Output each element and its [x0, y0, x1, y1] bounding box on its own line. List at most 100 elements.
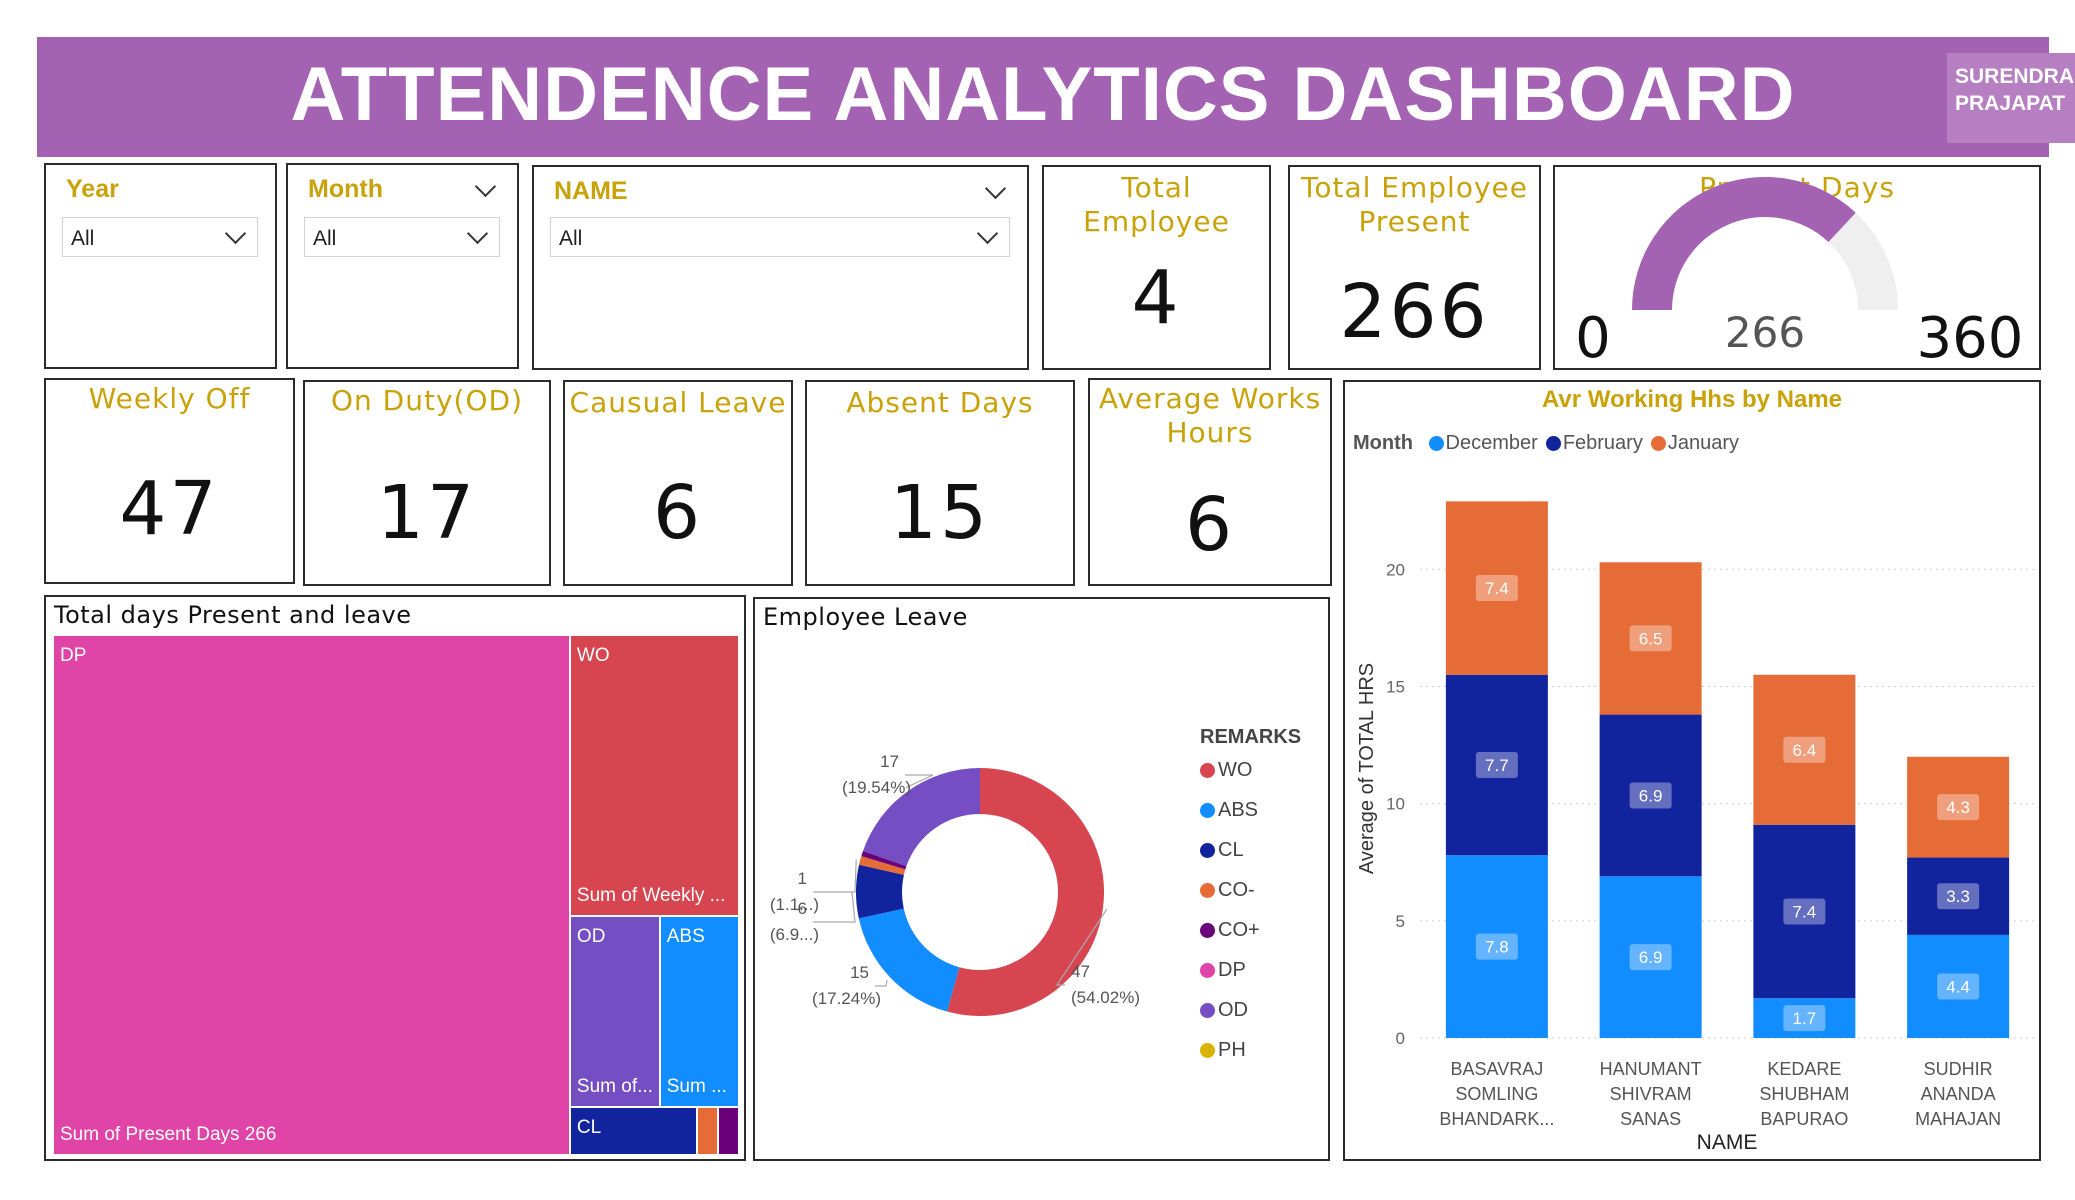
bar-legend-item[interactable]: February — [1545, 432, 1643, 454]
chevron-down-icon — [466, 222, 489, 245]
dashboard-header: ATTENDENCE ANALYTICS DASHBOARD SURENDRA … — [37, 37, 2075, 157]
treemap-tile-name: CL — [576, 1117, 602, 1139]
legend-swatch — [1200, 803, 1215, 819]
y-tick-label: 10 — [1386, 795, 1405, 814]
treemap-tile-wo[interactable]: WO Sum of Weekly ... — [569, 635, 739, 916]
present-days-gauge-card: Present Days 266 0 360 — [1553, 165, 2041, 370]
author-first-name: SURENDRA — [1955, 65, 2075, 88]
bar-segment — [1907, 756, 2010, 858]
kpi-title: Causual Leave — [569, 386, 787, 419]
y-tick-label: 0 — [1396, 1029, 1405, 1048]
bar-legend: Month December February January — [1353, 432, 1747, 455]
donut-legend-item[interactable]: ABS — [1200, 799, 1260, 839]
treemap-card: Total days Present and leave DP Sum of Pr… — [44, 595, 746, 1161]
name-slicer-label: NAME — [554, 177, 628, 205]
data-label-box — [1475, 933, 1518, 960]
treemap-tile-name: DP — [60, 645, 87, 666]
donut-legend-item[interactable]: DP — [1200, 959, 1260, 999]
bar-data-label: 3.3 — [1946, 887, 1970, 906]
working-hours-bar-chart: 0 5 10 15 20 Average of TOTAL HRS 7.8 7.7 7.4 BAS… — [1356, 501, 2035, 1154]
donut-pct-label: (17.24%) — [812, 989, 881, 1008]
donut-legend-item[interactable]: OD — [1200, 999, 1260, 1039]
treemap-tile-coplus[interactable] — [717, 1107, 739, 1155]
chevron-down-icon[interactable] — [474, 175, 497, 198]
year-dropdown-value: All — [71, 227, 95, 250]
x-tick-label: SHUBHAM — [1759, 1084, 1849, 1104]
weekly-off-card: Weekly Off 47 — [44, 378, 295, 584]
donut-data-label: 1 — [798, 869, 807, 888]
legend-label: ABS — [1218, 799, 1259, 821]
legend-label: CO+ — [1218, 919, 1260, 941]
legend-label: February — [1562, 432, 1643, 454]
name-dropdown[interactable]: All — [550, 217, 1010, 257]
data-label-box — [1937, 883, 1980, 910]
bar-legend-item[interactable]: December — [1428, 432, 1538, 454]
treemap-tile-cl[interactable]: CL — [569, 1107, 697, 1155]
gauge-max-label: 360 — [1917, 306, 2024, 368]
donut-pct-label: (54.02%) — [1071, 988, 1140, 1007]
legend-label: CL — [1218, 839, 1244, 861]
legend-swatch — [1200, 923, 1215, 939]
legend-swatch — [1200, 843, 1215, 859]
donut-slice-abs — [858, 908, 960, 1012]
treemap-tile-od[interactable]: OD Sum of... — [569, 915, 660, 1108]
y-axis-label: Average of TOTAL HRS — [1356, 663, 1378, 874]
bar-segment — [1753, 674, 1856, 825]
bar-data-label: 6.9 — [1639, 948, 1663, 967]
bar-data-label: 4.4 — [1946, 977, 1970, 996]
working-hours-card: Avr Working Hhs by Name Month December Fe… — [1343, 380, 2041, 1161]
bar-legend-item[interactable]: January — [1650, 432, 1739, 454]
legend-swatch — [1650, 436, 1666, 452]
bar-segment — [1445, 674, 1548, 856]
treemap-tile-cominus[interactable] — [696, 1107, 718, 1155]
bar-data-label: 1.7 — [1793, 1009, 1817, 1028]
kpi-title: Average Works Hours — [1090, 382, 1330, 450]
bar-segment — [1753, 824, 1856, 999]
legend-swatch — [1200, 883, 1215, 899]
donut-legend-item[interactable]: CO+ — [1200, 919, 1260, 959]
treemap-tile-name: WO — [576, 645, 610, 666]
bar-data-label: 7.4 — [1793, 902, 1817, 921]
treemap-tile-dp[interactable]: DP Sum of Present Days 266 — [53, 635, 570, 1155]
legend-label: WO — [1218, 759, 1253, 781]
donut-slice-cl — [856, 864, 904, 919]
x-tick-label: SOMLING — [1455, 1084, 1538, 1104]
x-tick-label: HANUMANT — [1600, 1059, 1702, 1079]
treemap-tile-abs[interactable]: ABS Sum ... — [659, 915, 739, 1108]
gauge-min-label: 0 — [1575, 306, 1611, 368]
kpi-value: 266 — [1339, 269, 1490, 355]
donut-legend-item[interactable]: PH — [1200, 1039, 1260, 1079]
author-badge: SURENDRA PRAJAPAT — [1947, 53, 2075, 143]
treemap-title: Total days Present and leave — [54, 601, 412, 629]
bar-data-label: 7.7 — [1485, 756, 1509, 775]
bar-data-label: 4.3 — [1946, 798, 1970, 817]
bar-segment — [1907, 857, 2010, 935]
donut-legend-title: REMARKS — [1200, 726, 1302, 748]
bar-segment — [1907, 934, 2010, 1038]
month-dropdown[interactable]: All — [304, 217, 500, 257]
name-dropdown-value: All — [559, 227, 583, 250]
bar-legend-items: December February January — [1428, 432, 1747, 454]
donut-legend-item[interactable]: CO- — [1200, 879, 1260, 919]
chevron-down-icon[interactable] — [984, 177, 1007, 200]
avg-work-hours-card: Average Works Hours 6 — [1088, 378, 1332, 586]
total-present-card: Total Employee Present 266 — [1288, 165, 1541, 370]
donut-leader-line — [875, 979, 888, 987]
year-dropdown[interactable]: All — [62, 217, 258, 257]
donut-legend-item[interactable]: WO — [1200, 759, 1260, 799]
absent-days-card: Absent Days 15 — [805, 380, 1075, 586]
donut-legend-item[interactable]: CL — [1200, 839, 1260, 879]
data-label-box — [1629, 782, 1672, 809]
chevron-down-icon — [976, 222, 999, 245]
data-label-box — [1475, 575, 1518, 602]
donut-slice-od — [862, 768, 980, 867]
legend-label: PH — [1218, 1039, 1246, 1061]
bar-segment — [1599, 876, 1702, 1038]
total-employee-card: Total Employee 4 — [1042, 165, 1271, 370]
x-tick-label: SUDHIR — [1924, 1059, 1993, 1079]
data-label-box — [1629, 625, 1672, 652]
bar-legend-title: Month — [1353, 432, 1413, 454]
donut-leader-line — [1055, 908, 1108, 986]
present-days-gauge: 266 0 360 — [1575, 176, 2024, 368]
donut-data-label: 17 — [880, 752, 899, 771]
